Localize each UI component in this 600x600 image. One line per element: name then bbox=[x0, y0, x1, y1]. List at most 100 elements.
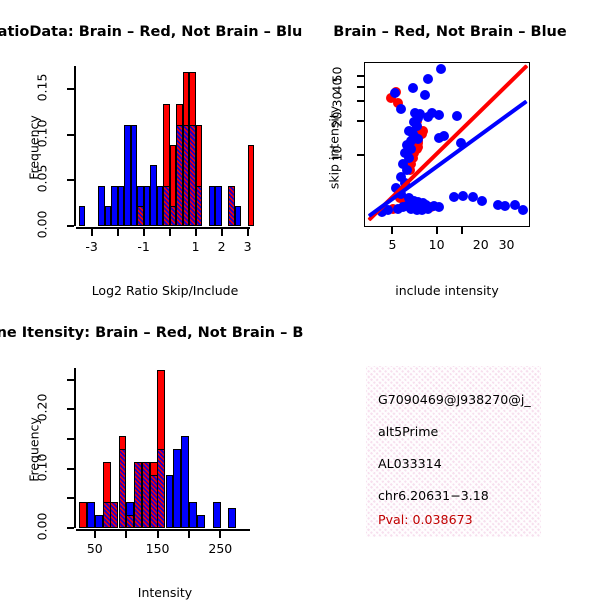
hist-bar-overlap bbox=[134, 462, 143, 528]
axis-tick bbox=[67, 179, 74, 182]
hist-bar-overlap bbox=[102, 501, 111, 528]
scatter-point bbox=[402, 164, 413, 175]
scatter-point bbox=[395, 103, 406, 114]
scatter-point bbox=[438, 130, 449, 141]
axis-tick bbox=[67, 467, 74, 470]
axis-tick-label: 150 bbox=[145, 541, 170, 556]
axis-tick bbox=[116, 229, 119, 236]
scatter-point bbox=[390, 182, 401, 193]
hist-bar bbox=[150, 164, 157, 226]
intensity-hist-y-label: Frequency bbox=[26, 417, 42, 482]
scatter-point bbox=[393, 203, 404, 214]
hist-bar bbox=[94, 514, 103, 528]
hist-bar bbox=[247, 144, 255, 226]
axis-tick bbox=[194, 229, 197, 236]
scatter-point bbox=[434, 109, 445, 120]
ratio-histogram-title: atioData: Brain – Red, Not Brain – Blu bbox=[0, 24, 303, 40]
axis-tick bbox=[125, 531, 128, 538]
scatter-point bbox=[435, 64, 446, 75]
hist-bar bbox=[111, 185, 118, 226]
axis-tick bbox=[90, 229, 93, 236]
scatter-point bbox=[393, 97, 404, 108]
ratio-hist-x-axis bbox=[76, 227, 250, 229]
scatter-point bbox=[389, 88, 400, 99]
hist-bar-overlap bbox=[189, 124, 196, 226]
scatter-point bbox=[428, 201, 439, 212]
axis-tick-label: 10 bbox=[428, 237, 445, 252]
axis-tick-label: 50 bbox=[86, 541, 103, 556]
hist-bar-overlap bbox=[137, 205, 144, 226]
scatter-point bbox=[468, 192, 479, 203]
axis-tick bbox=[435, 227, 438, 234]
scatter-point bbox=[427, 107, 438, 118]
scatter-point bbox=[509, 199, 520, 210]
axis-tick bbox=[67, 527, 74, 529]
scatter-point bbox=[451, 110, 462, 121]
intensity-hist-x-label: Intensity bbox=[137, 585, 193, 600]
axis-tick-label: 0.00 bbox=[34, 512, 50, 541]
scatter-point bbox=[385, 92, 396, 103]
hist-bar bbox=[98, 185, 105, 226]
scatter-point bbox=[433, 202, 444, 213]
axis-tick bbox=[357, 85, 364, 88]
scatter-point bbox=[422, 203, 433, 214]
info-id: G7090469@J938270@j_ bbox=[378, 392, 531, 407]
scatter-point bbox=[409, 107, 420, 118]
hist-bar bbox=[78, 501, 87, 528]
scatter-y-label: skip intensity bbox=[326, 105, 342, 190]
scatter-point bbox=[476, 195, 487, 206]
scatter-point bbox=[456, 137, 467, 148]
axis-tick-label: 20 bbox=[472, 237, 489, 252]
hist-bar-overlap bbox=[110, 501, 119, 528]
panel-annotation-info: G7090469@J938270@j_ alt5Prime AL033314 c… bbox=[366, 366, 541, 537]
hist-bar bbox=[104, 205, 112, 226]
axis-tick bbox=[219, 531, 222, 538]
scatter-point bbox=[411, 120, 422, 131]
axis-tick-label: 30 bbox=[498, 237, 515, 252]
hist-bar bbox=[78, 205, 86, 226]
scatter-point bbox=[422, 73, 433, 84]
axis-tick-label: 2 bbox=[217, 239, 226, 254]
panel-intensity-histogram: ne Itensity: Brain – Red, Not Brain – B … bbox=[0, 300, 304, 600]
scatter-point bbox=[419, 89, 430, 100]
hist-bar-overlap bbox=[157, 449, 166, 528]
axis-tick-label: -3 bbox=[85, 239, 98, 254]
scatter-point bbox=[406, 136, 417, 147]
axis-tick-label: 5 bbox=[388, 237, 397, 252]
hist-bar-overlap bbox=[141, 462, 150, 528]
hist-bar bbox=[215, 185, 222, 226]
scatter-point bbox=[517, 205, 528, 216]
scatter-point bbox=[395, 171, 406, 182]
hist-bar-overlap bbox=[118, 449, 127, 528]
scatter-point bbox=[406, 158, 417, 169]
hist-bar-overlap bbox=[176, 124, 183, 226]
axis-tick-label: 0.15 bbox=[34, 73, 50, 102]
axis-tick-label: 50 bbox=[329, 66, 345, 83]
panel-scatter: Brain – Red, Not Brain – Blue 10 20 30 40 50… bbox=[300, 0, 600, 300]
axis-tick bbox=[220, 229, 223, 236]
hist-bar bbox=[196, 514, 205, 528]
hist-bar-overlap bbox=[182, 124, 190, 226]
ratio-hist-y-axis bbox=[74, 66, 76, 226]
hist-bar-overlap bbox=[163, 185, 170, 226]
ratio-hist-x-label: Log2 Ratio Skip/Include bbox=[91, 283, 239, 298]
scatter-point bbox=[413, 113, 424, 124]
scatter-point bbox=[406, 203, 417, 214]
axis-tick bbox=[142, 229, 145, 236]
scatter-point bbox=[493, 199, 504, 210]
intensity-hist-y-axis bbox=[74, 368, 76, 528]
axis-tick bbox=[357, 119, 364, 122]
hist-bar bbox=[130, 124, 138, 226]
axis-tick bbox=[168, 229, 171, 236]
axis-tick bbox=[156, 531, 159, 538]
intensity-histogram-title: ne Itensity: Brain – Red, Not Brain – B bbox=[0, 325, 304, 341]
axis-tick bbox=[391, 227, 394, 234]
axis-tick bbox=[67, 133, 74, 136]
axis-tick bbox=[67, 497, 74, 500]
axis-tick bbox=[67, 225, 74, 227]
hist-bar-overlap bbox=[169, 205, 177, 226]
scatter-point bbox=[449, 192, 460, 203]
intensity-hist-x-axis bbox=[76, 529, 250, 531]
hist-bar bbox=[165, 475, 174, 528]
